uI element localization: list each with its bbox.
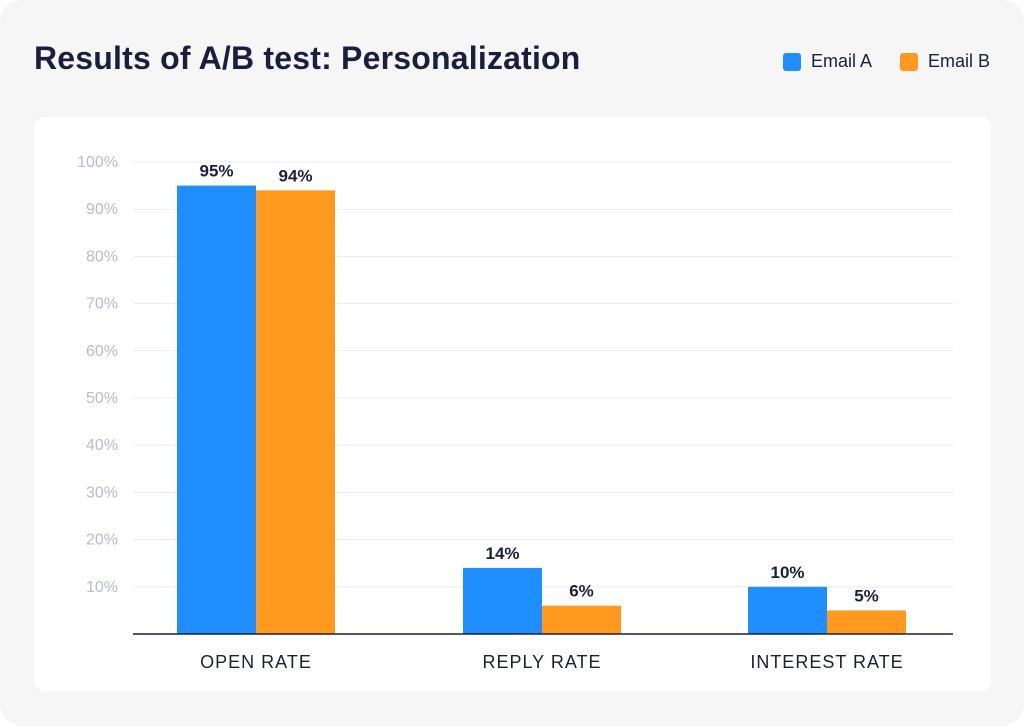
y-tick-label: 90%: [86, 201, 118, 218]
data-label: 95%: [199, 162, 233, 181]
bar-email-b: [256, 190, 335, 634]
data-label: 5%: [854, 586, 879, 605]
legend-swatch-email-b: [899, 52, 918, 71]
bar-email-a: [748, 586, 827, 634]
x-category-label: INTEREST RATE: [750, 652, 903, 672]
bar-email-b: [827, 610, 906, 634]
chart-title: Results of A/B test: Personalization: [34, 40, 581, 76]
bar-email-a: [177, 185, 256, 634]
bar-email-b: [542, 605, 621, 634]
y-tick-label: 60%: [86, 343, 118, 360]
y-tick-label: 70%: [86, 296, 118, 313]
legend-label-email-a: Email A: [810, 51, 872, 71]
data-label: 10%: [770, 563, 804, 582]
legend-swatch-email-a: [782, 52, 801, 71]
data-label: 14%: [485, 544, 519, 563]
y-tick-label: 80%: [86, 248, 118, 265]
y-tick-label: 10%: [86, 579, 118, 596]
y-tick-label: 20%: [86, 532, 118, 549]
y-tick-label: 40%: [86, 437, 118, 454]
x-category-label: OPEN RATE: [200, 652, 312, 672]
y-tick-label: 50%: [86, 390, 118, 407]
chart-legend: Email A Email B: [782, 51, 990, 72]
data-label: 94%: [278, 166, 312, 185]
y-tick-label: 100%: [77, 154, 118, 171]
x-category-label: REPLY RATE: [482, 652, 601, 672]
data-label: 6%: [569, 582, 594, 601]
y-tick-label: 30%: [86, 484, 118, 501]
bar-email-a: [463, 567, 542, 634]
legend-item-email-b: Email B: [899, 51, 990, 72]
legend-item-email-a: Email A: [782, 51, 872, 72]
legend-label-email-b: Email B: [927, 51, 990, 71]
